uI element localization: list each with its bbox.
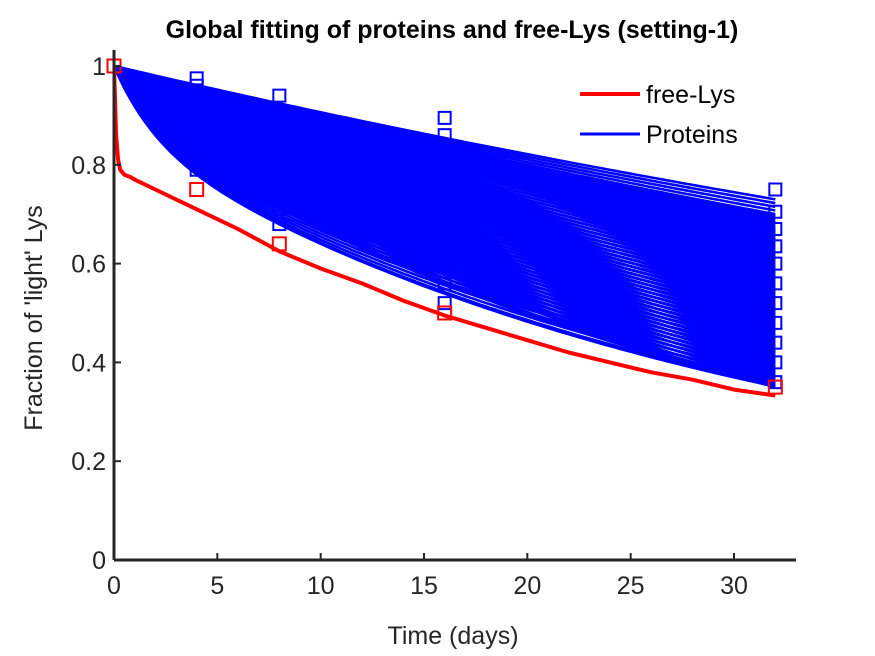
free-lys-data-point (767, 379, 783, 395)
protein-data-point (272, 187, 287, 202)
protein-data-point (437, 162, 452, 177)
protein-curve (114, 65, 776, 388)
protein-data-point (768, 355, 783, 370)
protein-data-point (437, 138, 452, 153)
protein-data-point (272, 123, 287, 138)
y-tick-label: 0 (92, 547, 106, 575)
x-tick-label: 25 (617, 572, 645, 600)
protein-curve (114, 65, 776, 354)
protein-data-point (272, 217, 287, 232)
legend: free-Lys Proteins (580, 81, 738, 149)
y-axis-label: Fraction of 'light' Lys (20, 205, 48, 430)
protein-curve (114, 65, 776, 388)
x-tick-label: 5 (210, 572, 224, 600)
x-axis-label: Time (days) (387, 622, 518, 650)
protein-data-point (189, 113, 204, 128)
x-ticks: 0 5 10 15 20 25 30 (107, 553, 748, 600)
protein-data-point (189, 162, 204, 177)
protein-data-point (768, 256, 783, 271)
protein-curve (114, 65, 776, 343)
legend-label-proteins: Proteins (646, 121, 738, 149)
protein-curve (114, 65, 776, 389)
protein-data-point (189, 133, 204, 148)
protein-data-point (272, 202, 287, 217)
y-tick-label: 0.2 (71, 448, 106, 476)
free-lys-data-point (271, 236, 287, 252)
protein-data-point (768, 296, 783, 311)
y-tick-label: 0.6 (71, 251, 106, 279)
y-tick-label: 0.4 (71, 349, 106, 377)
protein-data-point (437, 276, 452, 291)
protein-data-point (768, 222, 783, 237)
protein-data-point (437, 192, 452, 207)
protein-curve (114, 65, 776, 373)
axes: 0 5 10 15 20 25 30 0 0.2 0.4 0.6 0.8 1 (71, 50, 796, 600)
protein-data-point (437, 128, 452, 143)
protein-curve (114, 65, 776, 369)
plot-area (106, 58, 783, 398)
protein-data-point (768, 182, 783, 197)
protein-curve (114, 65, 776, 365)
protein-curve (114, 65, 776, 380)
protein-data-point (437, 296, 452, 311)
protein-data-point (189, 147, 204, 162)
protein-data-point (272, 103, 287, 118)
protein-data-point (768, 335, 783, 350)
x-tick-label: 10 (307, 572, 335, 600)
protein-data-point (189, 93, 204, 108)
protein-data-point (437, 222, 452, 237)
protein-data-point (272, 142, 287, 157)
free-lys-data-point (437, 305, 453, 321)
free-lys-data-point (189, 182, 205, 197)
protein-data-point (768, 276, 783, 291)
protein-curve (114, 65, 776, 362)
protein-data-point (437, 110, 452, 125)
free-lys-fit-line (114, 65, 776, 398)
protein-data-point (768, 239, 783, 254)
protein-data-point (272, 167, 287, 182)
y-ticks: 0 0.2 0.4 0.6 0.8 1 (71, 53, 121, 575)
x-tick-label: 0 (107, 572, 121, 600)
protein-data-point (189, 78, 204, 93)
protein-data-point (437, 251, 452, 266)
protein-markers (189, 71, 783, 390)
protein-data-point (768, 315, 783, 330)
x-tick-label: 15 (410, 572, 438, 600)
x-tick-label: 20 (513, 572, 541, 600)
chart-title: Global fitting of proteins and free-Lys … (166, 16, 739, 44)
protein-curve (114, 65, 776, 347)
legend-label-free-lys: free-Lys (646, 81, 735, 109)
protein-data-point (189, 71, 204, 86)
protein-data-point (768, 204, 783, 219)
protein-curve (114, 65, 776, 358)
protein-curve (114, 65, 776, 351)
y-tick-label: 0.8 (71, 152, 106, 180)
y-tick-label: 1 (92, 53, 106, 81)
x-tick-label: 30 (720, 572, 748, 600)
free-lys-curve (114, 65, 776, 398)
protein-data-point (272, 88, 287, 103)
